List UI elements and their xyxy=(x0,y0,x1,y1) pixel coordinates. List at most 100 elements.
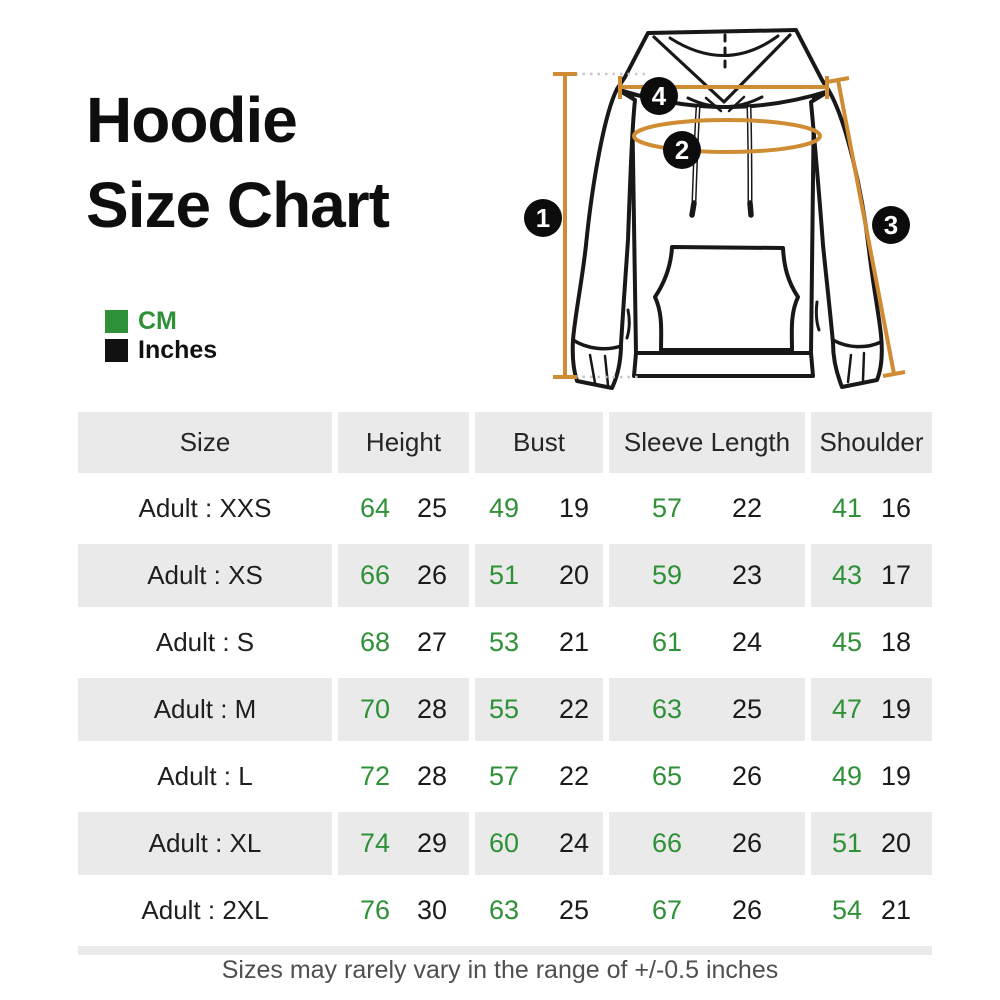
bust-in: 25 xyxy=(559,895,590,925)
sleeve-cell: 61 24 xyxy=(609,611,805,674)
sleeve-in: 26 xyxy=(732,895,763,925)
bust-in: 24 xyxy=(559,828,590,858)
hoodie-left-sleeve xyxy=(570,87,637,390)
height-cell: 74 29 xyxy=(338,812,469,875)
sleeve-cm: 66 xyxy=(651,828,682,858)
sleeve-in: 26 xyxy=(732,761,763,791)
sleeve-cm: 61 xyxy=(651,627,682,657)
height-cell: 72 28 xyxy=(338,745,469,808)
sleeve-cm: 59 xyxy=(651,560,682,590)
height-cell: 68 27 xyxy=(338,611,469,674)
table-row-s: Adult : S 68 27 53 21 61 24 45 18 xyxy=(78,611,932,674)
height-in: 27 xyxy=(417,627,448,657)
cm-label: CM xyxy=(138,306,177,335)
sleeve-cell: 66 26 xyxy=(609,812,805,875)
bust-cm: 55 xyxy=(488,694,519,724)
sleeve-cell: 59 23 xyxy=(609,544,805,607)
bust-cell: 55 22 xyxy=(475,678,603,741)
height-cm: 66 xyxy=(359,560,390,590)
hood-neck-fold xyxy=(686,95,764,109)
shoulder-cell: 45 18 xyxy=(811,611,932,674)
shoulder-cell: 43 17 xyxy=(811,544,932,607)
shoulder-in: 18 xyxy=(881,627,912,657)
legend-item-cm: CM xyxy=(105,306,217,335)
table-header-row: Size Height Bust Sleeve Length Shoulder xyxy=(78,412,932,473)
sleeve-in: 24 xyxy=(732,627,763,657)
bust-in: 19 xyxy=(559,493,590,523)
svg-text:1: 1 xyxy=(536,203,550,233)
shoulder-cm: 45 xyxy=(831,627,862,657)
hoodie-measurement-diagram: 1 2 3 4 xyxy=(524,28,910,390)
header-shoulder: Shoulder xyxy=(811,412,932,473)
bust-cell: 49 19 xyxy=(475,477,603,540)
sleeve-in: 26 xyxy=(732,828,763,858)
bust-cell: 63 25 xyxy=(475,879,603,942)
hoodie-pocket xyxy=(653,245,800,352)
svg-text:3: 3 xyxy=(884,210,898,240)
height-cm: 72 xyxy=(359,761,390,791)
title-line-1: Hoodie xyxy=(86,84,298,156)
sleeve-measure-line xyxy=(826,76,906,378)
table-row-2xl: Adult : 2XL 76 30 63 25 67 26 54 21 xyxy=(78,879,932,942)
hoodie-hem xyxy=(632,351,815,378)
page-title: Hoodie Size Chart xyxy=(86,78,390,248)
shoulder-cell: 41 16 xyxy=(811,477,932,540)
inches-swatch-icon xyxy=(105,338,128,362)
unit-legend: CM Inches xyxy=(105,306,218,367)
sleeve-in: 22 xyxy=(732,493,763,523)
left-cuff-line xyxy=(571,338,623,351)
title-line-2: Size Chart xyxy=(86,169,390,241)
height-in: 30 xyxy=(417,895,448,925)
measure-markers: 1 2 3 4 xyxy=(524,77,910,244)
bust-in: 22 xyxy=(559,694,590,724)
shoulder-in: 17 xyxy=(881,560,912,590)
legend-item-inches: Inches xyxy=(105,335,218,364)
shoulder-cm: 49 xyxy=(831,761,862,791)
shoulder-cm: 41 xyxy=(831,493,862,523)
sleeve-cm: 65 xyxy=(651,761,682,791)
shoulder-in: 21 xyxy=(881,895,912,925)
height-in: 29 xyxy=(417,828,448,858)
bust-in: 21 xyxy=(559,627,590,657)
footer-note: Sizes may rarely vary in the range of +/… xyxy=(221,956,779,984)
marker-4-icon: 4 xyxy=(640,77,678,115)
marker-1-icon: 1 xyxy=(524,199,562,237)
sleeve-cm: 57 xyxy=(651,493,682,523)
bust-cm: 49 xyxy=(488,493,519,523)
size-cell: Adult : M xyxy=(78,678,332,741)
sleeve-cm: 67 xyxy=(651,895,682,925)
right-cuff-gathers xyxy=(846,351,866,384)
shoulder-in: 16 xyxy=(881,493,912,523)
hood-drape-v xyxy=(652,33,792,104)
shoulder-cell: 51 20 xyxy=(811,812,932,875)
shoulder-in: 19 xyxy=(881,694,912,724)
height-measure-line xyxy=(553,72,577,379)
height-cm: 74 xyxy=(359,828,390,858)
height-in: 28 xyxy=(417,761,448,791)
marker-3-icon: 3 xyxy=(872,206,910,244)
shoulder-cm: 43 xyxy=(831,560,862,590)
sleeve-in: 23 xyxy=(732,560,763,590)
svg-text:4: 4 xyxy=(652,81,667,111)
height-cell: 70 28 xyxy=(338,678,469,741)
size-cell: Adult : XXS xyxy=(78,477,332,540)
size-cell: Adult : L xyxy=(78,745,332,808)
shoulder-cell: 47 19 xyxy=(811,678,932,741)
bust-cell: 60 24 xyxy=(475,812,603,875)
size-cell: Adult : 2XL xyxy=(78,879,332,942)
bust-cell: 57 22 xyxy=(475,745,603,808)
sleeve-cell: 65 26 xyxy=(609,745,805,808)
height-cm: 76 xyxy=(359,895,390,925)
inches-label: Inches xyxy=(138,335,218,364)
table-bottom-strip xyxy=(78,946,932,955)
size-cell: Adult : XL xyxy=(78,812,332,875)
height-in: 26 xyxy=(417,560,448,590)
sleeve-cell: 67 26 xyxy=(609,879,805,942)
table-row-xl: Adult : XL 74 29 60 24 66 26 51 20 xyxy=(78,812,932,875)
table-row-xxs: Adult : XXS 64 25 49 19 57 22 41 16 xyxy=(78,477,932,540)
height-in: 25 xyxy=(417,493,448,523)
bust-in: 22 xyxy=(559,761,590,791)
drawstring-aglets xyxy=(689,200,754,218)
height-cell: 64 25 xyxy=(338,477,469,540)
